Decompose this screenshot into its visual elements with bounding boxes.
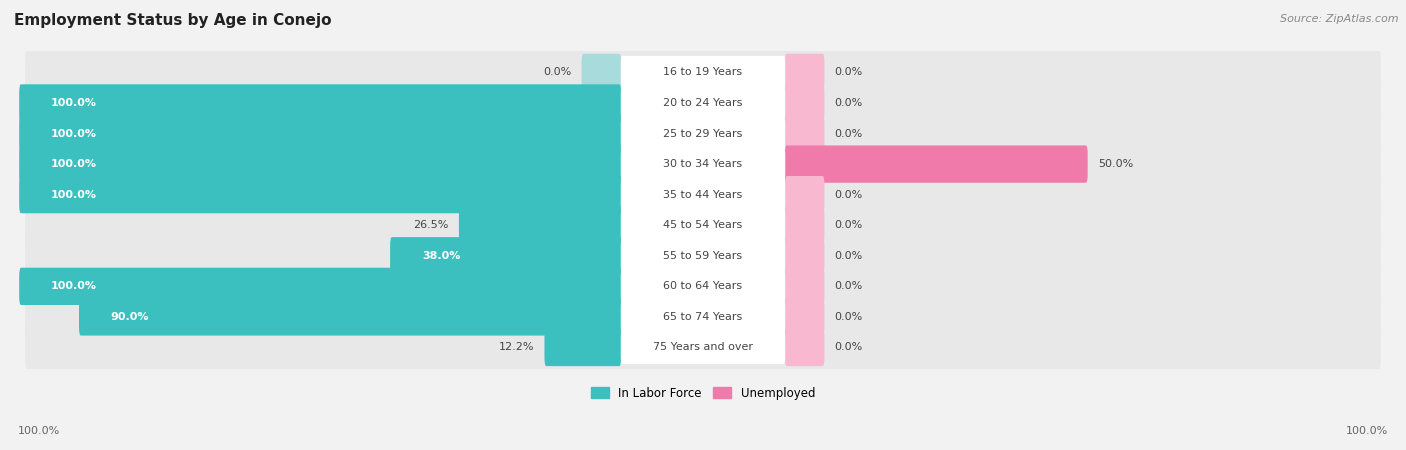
Text: 0.0%: 0.0%	[543, 68, 571, 77]
FancyBboxPatch shape	[25, 265, 1381, 308]
Legend: In Labor Force, Unemployed: In Labor Force, Unemployed	[586, 382, 820, 404]
FancyBboxPatch shape	[25, 326, 1381, 369]
FancyBboxPatch shape	[620, 178, 786, 211]
FancyBboxPatch shape	[25, 81, 1381, 125]
Text: Employment Status by Age in Conejo: Employment Status by Age in Conejo	[14, 14, 332, 28]
FancyBboxPatch shape	[25, 234, 1381, 278]
FancyBboxPatch shape	[389, 237, 621, 274]
FancyBboxPatch shape	[785, 115, 824, 152]
FancyBboxPatch shape	[785, 268, 824, 305]
Text: 0.0%: 0.0%	[835, 98, 863, 108]
FancyBboxPatch shape	[620, 209, 786, 242]
Text: 65 to 74 Years: 65 to 74 Years	[664, 312, 742, 322]
Text: 0.0%: 0.0%	[835, 342, 863, 352]
Text: 45 to 54 Years: 45 to 54 Years	[664, 220, 742, 230]
Text: 75 Years and over: 75 Years and over	[652, 342, 754, 352]
FancyBboxPatch shape	[20, 84, 621, 122]
Text: 0.0%: 0.0%	[835, 281, 863, 291]
Text: 0.0%: 0.0%	[835, 129, 863, 139]
Text: 0.0%: 0.0%	[835, 220, 863, 230]
FancyBboxPatch shape	[25, 112, 1381, 155]
FancyBboxPatch shape	[620, 56, 786, 89]
FancyBboxPatch shape	[785, 207, 824, 244]
FancyBboxPatch shape	[79, 298, 621, 336]
Text: 35 to 44 Years: 35 to 44 Years	[664, 189, 742, 200]
Text: 100.0%: 100.0%	[51, 189, 97, 200]
Text: 55 to 59 Years: 55 to 59 Years	[664, 251, 742, 261]
FancyBboxPatch shape	[620, 331, 786, 364]
Text: 0.0%: 0.0%	[835, 68, 863, 77]
Text: 100.0%: 100.0%	[51, 281, 97, 291]
FancyBboxPatch shape	[785, 329, 824, 366]
FancyBboxPatch shape	[785, 54, 824, 91]
FancyBboxPatch shape	[785, 237, 824, 274]
Text: 16 to 19 Years: 16 to 19 Years	[664, 68, 742, 77]
Text: 12.2%: 12.2%	[499, 342, 534, 352]
FancyBboxPatch shape	[20, 145, 621, 183]
Text: 30 to 34 Years: 30 to 34 Years	[664, 159, 742, 169]
Text: 38.0%: 38.0%	[422, 251, 460, 261]
FancyBboxPatch shape	[785, 145, 1088, 183]
FancyBboxPatch shape	[20, 176, 621, 213]
FancyBboxPatch shape	[25, 295, 1381, 338]
Text: 26.5%: 26.5%	[413, 220, 449, 230]
FancyBboxPatch shape	[544, 329, 621, 366]
FancyBboxPatch shape	[620, 86, 786, 119]
FancyBboxPatch shape	[25, 142, 1381, 186]
FancyBboxPatch shape	[20, 115, 621, 152]
Text: 100.0%: 100.0%	[1346, 427, 1388, 436]
Text: 100.0%: 100.0%	[18, 427, 60, 436]
FancyBboxPatch shape	[25, 203, 1381, 247]
FancyBboxPatch shape	[620, 270, 786, 303]
Text: 0.0%: 0.0%	[835, 189, 863, 200]
Text: 50.0%: 50.0%	[1098, 159, 1133, 169]
Text: 20 to 24 Years: 20 to 24 Years	[664, 98, 742, 108]
FancyBboxPatch shape	[620, 239, 786, 272]
Text: 0.0%: 0.0%	[835, 251, 863, 261]
FancyBboxPatch shape	[785, 176, 824, 213]
Text: 100.0%: 100.0%	[51, 129, 97, 139]
FancyBboxPatch shape	[620, 117, 786, 150]
Text: 100.0%: 100.0%	[51, 159, 97, 169]
FancyBboxPatch shape	[620, 148, 786, 180]
Text: 100.0%: 100.0%	[51, 98, 97, 108]
FancyBboxPatch shape	[25, 173, 1381, 216]
FancyBboxPatch shape	[785, 298, 824, 336]
FancyBboxPatch shape	[20, 268, 621, 305]
FancyBboxPatch shape	[582, 54, 621, 91]
FancyBboxPatch shape	[458, 207, 621, 244]
Text: 60 to 64 Years: 60 to 64 Years	[664, 281, 742, 291]
Text: 0.0%: 0.0%	[835, 312, 863, 322]
FancyBboxPatch shape	[785, 84, 824, 122]
Text: 90.0%: 90.0%	[111, 312, 149, 322]
Text: Source: ZipAtlas.com: Source: ZipAtlas.com	[1281, 14, 1399, 23]
FancyBboxPatch shape	[620, 301, 786, 333]
Text: 25 to 29 Years: 25 to 29 Years	[664, 129, 742, 139]
FancyBboxPatch shape	[25, 51, 1381, 94]
